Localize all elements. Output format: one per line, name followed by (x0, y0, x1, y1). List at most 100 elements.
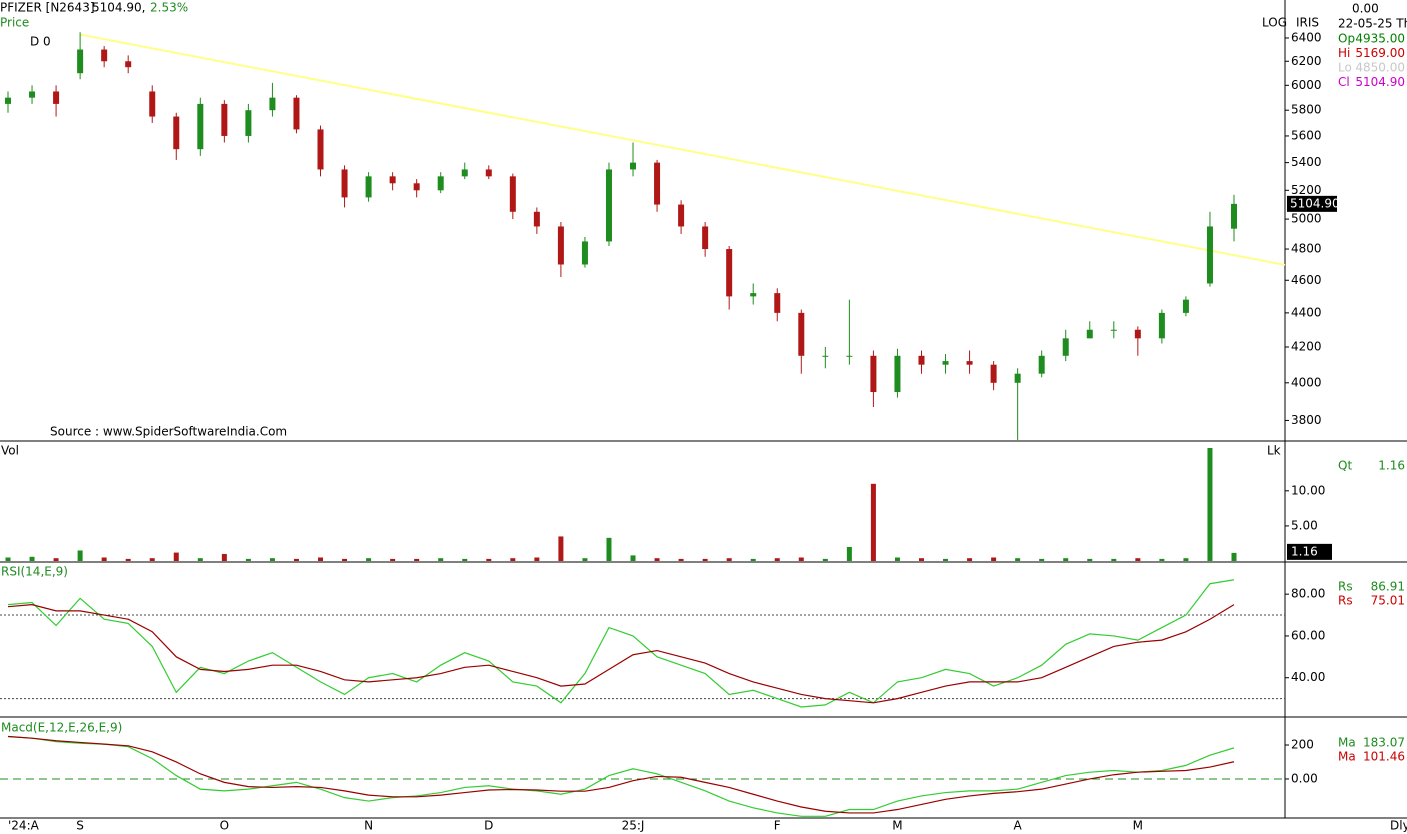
y-tick-label: 60.00 (1291, 628, 1325, 642)
candle-body (1231, 203, 1237, 229)
volume-bar (967, 558, 973, 561)
readout-value: 1.16 (1378, 459, 1405, 473)
volume-bar (1207, 448, 1213, 561)
indicator-line (7, 735, 1235, 814)
candle-body (173, 116, 180, 150)
x-tick-label: 25:J (622, 819, 645, 833)
volume-bar (1039, 558, 1045, 561)
volume-bar (510, 558, 516, 561)
candle-body (846, 355, 853, 357)
candle-body (702, 226, 709, 250)
candle-body (389, 176, 396, 184)
volume-bar (221, 553, 227, 561)
volume-bar (606, 537, 612, 561)
y-tick-label: 6000 (1291, 78, 1322, 92)
y-tick-label: 200 (1291, 738, 1314, 752)
volume-bar (245, 558, 251, 561)
top-value: 0.00 (1352, 2, 1379, 16)
y-tick-label: 4600 (1291, 273, 1322, 287)
volume-bar (774, 558, 780, 561)
candle-body (557, 226, 564, 265)
readout-label: Qt (1338, 459, 1352, 473)
volume-bar (1183, 558, 1189, 561)
candle-body (533, 211, 540, 227)
info-value: 4850.00 (1355, 61, 1405, 75)
candle-body (125, 61, 132, 68)
y-tick-label: 40.00 (1291, 670, 1325, 684)
symbol: PFIZER [N2643] (0, 1, 95, 15)
change: 2.53% (150, 1, 188, 15)
y-tick-label: 4800 (1291, 242, 1322, 256)
volume-bar (318, 557, 324, 561)
volume-bar (1063, 558, 1069, 561)
y-tick-label: 5200 (1291, 183, 1322, 197)
volume-bar (342, 558, 348, 561)
candle-body (918, 355, 925, 365)
panel-title: Macd(E,12,E,26,E,9) (1, 721, 122, 735)
candle-body (293, 97, 300, 130)
volume-bar (654, 558, 660, 561)
candle-body (990, 364, 997, 383)
candle-body (413, 183, 420, 191)
info-label: Lo (1338, 61, 1352, 75)
y-tick-label: 3800 (1291, 413, 1322, 427)
info-label: Op (1338, 32, 1355, 46)
candle-body (437, 176, 444, 191)
x-tick-label: A (1014, 819, 1023, 833)
y-tick-label: 5.00 (1291, 518, 1318, 532)
last-price: 5104.90, (92, 1, 145, 15)
y-tick-label: 4400 (1291, 305, 1322, 319)
candle-body (509, 176, 516, 212)
candle-body (750, 293, 757, 297)
readout-value: 183.07 (1363, 736, 1405, 750)
x-tick-label: F (774, 819, 781, 833)
y-tick-label: 5400 (1291, 155, 1322, 169)
volume-bar (197, 558, 203, 561)
volume-bar (1231, 552, 1237, 561)
candle-body (101, 49, 108, 62)
candle-body (461, 169, 468, 177)
volume-bar (750, 558, 756, 561)
readout-label: Rs (1338, 580, 1353, 594)
volume-bar (462, 558, 468, 561)
volume-bar (53, 558, 59, 561)
volume-bar (5, 557, 11, 561)
volume-bar (1015, 558, 1021, 561)
unit: Lk (1267, 444, 1281, 458)
info-label: Hi (1338, 46, 1350, 60)
y-tick-label: 6400 (1291, 30, 1322, 44)
candle-body (77, 49, 84, 74)
x-tick-label: '24:A (8, 819, 40, 833)
readout-label: Ma (1338, 750, 1356, 764)
y-tick-label: 5600 (1291, 128, 1322, 142)
info-label: Cl (1338, 75, 1350, 89)
volume-bar (582, 558, 588, 561)
volume-bar (269, 558, 275, 561)
candle-body (942, 361, 949, 365)
candle-body (245, 110, 252, 136)
indicator-line (7, 735, 1235, 817)
volume-bar (991, 557, 997, 561)
candle-body (5, 97, 11, 104)
price-label: Price (0, 16, 29, 30)
x-tick-label: O (220, 819, 229, 833)
candle-body (365, 176, 372, 198)
candle-body (630, 162, 637, 170)
style: IRIS (1296, 16, 1319, 30)
y-tick-label: 0.00 (1291, 771, 1318, 785)
volume-bar (943, 558, 949, 561)
last-price-box (1287, 195, 1337, 212)
y-tick-label: 5000 (1291, 212, 1322, 226)
candle-body (678, 204, 685, 227)
x-tick-label: M (1133, 819, 1143, 833)
x-tick-label: N (364, 819, 373, 833)
volume-bar (173, 552, 179, 561)
candle-body (317, 129, 324, 170)
volume-bar (438, 558, 444, 561)
date: 22-05-25 Th (1338, 17, 1407, 31)
candle-body (1014, 373, 1021, 383)
candle-body (966, 361, 973, 365)
last-price-label: 5104.90 (1290, 196, 1340, 210)
source: Source : www.SpiderSoftwareIndia.Com (50, 425, 287, 439)
